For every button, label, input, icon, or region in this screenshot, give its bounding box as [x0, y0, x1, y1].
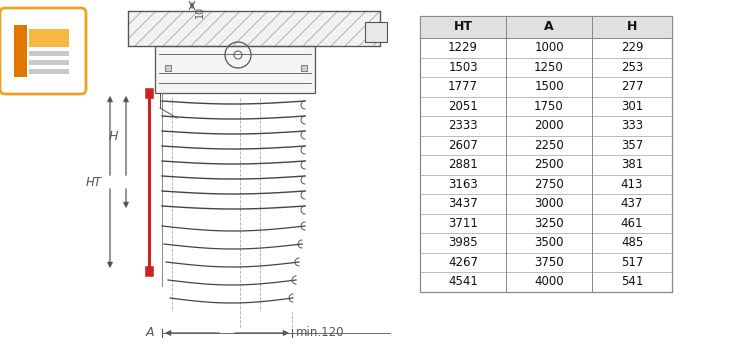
Text: 2500: 2500: [534, 158, 564, 171]
Text: 413: 413: [621, 178, 644, 191]
Bar: [128, 11, 380, 46]
Bar: [155, 46, 315, 93]
Text: 517: 517: [621, 256, 644, 269]
Text: 333: 333: [621, 119, 643, 132]
Text: 3500: 3500: [534, 236, 564, 249]
Text: 4000: 4000: [534, 275, 564, 288]
Bar: [506, 16, 592, 38]
Text: 1229: 1229: [448, 41, 478, 54]
Text: 1777: 1777: [448, 80, 478, 93]
Text: 1503: 1503: [448, 61, 478, 74]
Bar: [29, 51, 69, 56]
Text: 3000: 3000: [534, 197, 564, 210]
Bar: [29, 69, 69, 74]
Text: 2750: 2750: [534, 178, 564, 191]
Text: 485: 485: [621, 236, 643, 249]
Text: H: H: [109, 130, 118, 143]
Text: 1500: 1500: [534, 80, 564, 93]
Text: HT: HT: [454, 21, 472, 34]
Text: H: H: [627, 21, 638, 34]
Text: 1250: 1250: [534, 61, 564, 74]
Text: 3711: 3711: [448, 217, 478, 230]
Text: 3437: 3437: [448, 197, 478, 210]
Text: 3163: 3163: [448, 178, 478, 191]
Text: 437: 437: [621, 197, 644, 210]
Text: 2250: 2250: [534, 139, 564, 152]
Text: 253: 253: [621, 61, 643, 74]
Text: 4267: 4267: [448, 256, 478, 269]
Text: A: A: [544, 21, 554, 34]
Text: 3750: 3750: [534, 256, 564, 269]
Text: 3985: 3985: [448, 236, 478, 249]
Text: 10: 10: [195, 6, 205, 18]
FancyBboxPatch shape: [0, 8, 86, 94]
Bar: [420, 16, 506, 38]
Bar: [165, 65, 171, 71]
Text: 2000: 2000: [534, 119, 564, 132]
Bar: [592, 16, 672, 38]
Bar: [29, 29, 69, 47]
Text: 357: 357: [621, 139, 643, 152]
Text: 461: 461: [621, 217, 644, 230]
Bar: [14, 25, 27, 77]
Text: 2333: 2333: [448, 119, 478, 132]
Text: 2881: 2881: [448, 158, 478, 171]
Text: 229: 229: [621, 41, 644, 54]
Text: 2051: 2051: [448, 100, 478, 113]
Text: 1000: 1000: [534, 41, 564, 54]
Text: HT: HT: [86, 175, 102, 188]
Bar: [29, 60, 69, 65]
Text: 301: 301: [621, 100, 643, 113]
Text: 381: 381: [621, 158, 643, 171]
Text: 1750: 1750: [534, 100, 564, 113]
Text: 3250: 3250: [534, 217, 564, 230]
Bar: [145, 266, 153, 276]
Text: A: A: [146, 326, 154, 339]
Text: 277: 277: [621, 80, 644, 93]
Text: min.120: min.120: [296, 326, 344, 339]
Bar: [145, 88, 153, 98]
Text: 4541: 4541: [448, 275, 478, 288]
Text: 541: 541: [621, 275, 644, 288]
Bar: [301, 65, 307, 71]
Bar: [420, 16, 672, 291]
Text: 2607: 2607: [448, 139, 478, 152]
Bar: [365, 22, 387, 42]
